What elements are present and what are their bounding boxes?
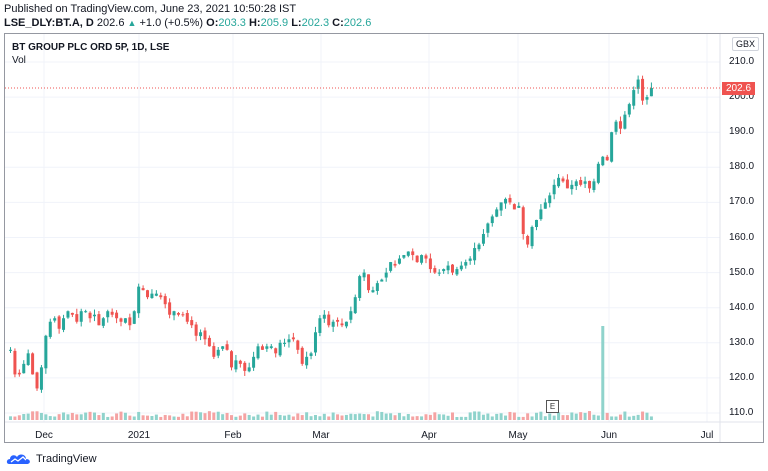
up-arrow-icon: ▲ [127,18,137,28]
time-tick-label: 2021 [127,430,151,441]
low-label: L: [291,17,302,29]
published-line: Published on TradingView.com, June 23, 2… [4,3,297,15]
price-tick-label: 120.0 [729,371,755,383]
price-tick-label: 130.0 [729,336,755,348]
open-value: 203.3 [218,17,246,29]
price-tick-label: 210.0 [729,56,755,67]
close-value: 202.6 [343,17,372,29]
last-price-tag: 202.6 [722,82,756,95]
currency-badge[interactable]: GBX [732,37,760,51]
time-tick-label: Feb [224,430,242,441]
legend-volume: Vol [12,55,26,66]
time-tick-label: Mar [312,430,330,441]
price-tick-label: 190.0 [729,126,755,138]
tradingview-logo[interactable]: TradingView [6,452,97,466]
earnings-marker[interactable]: E [546,400,559,413]
time-tick-label: Dec [35,430,53,441]
price-tick-label: 180.0 [729,161,755,173]
open-label: O: [206,17,219,29]
tradingview-brand: TradingView [36,453,97,465]
time-tick-label: Apr [421,430,437,441]
price-tick-label: 170.0 [729,196,755,208]
high-label: H: [248,17,261,29]
time-tick-label: Jun [600,430,618,441]
price-tick-label: 160.0 [729,231,755,243]
price-tick-label: 200.0 [729,91,755,103]
symbol: LSE_DLY:BT.A, D [4,17,94,29]
last-price: 202.6 [96,17,125,29]
change: +1.0 (+0.5%) [139,17,204,29]
price-tick-label: 140.0 [729,301,755,313]
high-value: 205.9 [260,17,289,29]
price-tick-label: 150.0 [729,266,755,278]
chart-frame[interactable]: BT GROUP PLC ORD 5P, 1D, LSE Vol GBX 210… [4,33,764,443]
price-tick-label: 110.0 [729,407,754,418]
time-tick-label: Jul [700,430,714,441]
time-tick-label: May [508,430,528,441]
tradingview-cloud-icon [6,454,30,464]
candlestick-chart[interactable] [5,34,763,442]
ohlc-line: LSE_DLY:BT.A, D 202.6 ▲ +1.0 (+0.5%) O:2… [4,17,371,29]
legend-title: BT GROUP PLC ORD 5P, 1D, LSE [12,42,170,53]
close-label: C: [332,17,344,29]
low-value: 202.3 [301,17,330,29]
